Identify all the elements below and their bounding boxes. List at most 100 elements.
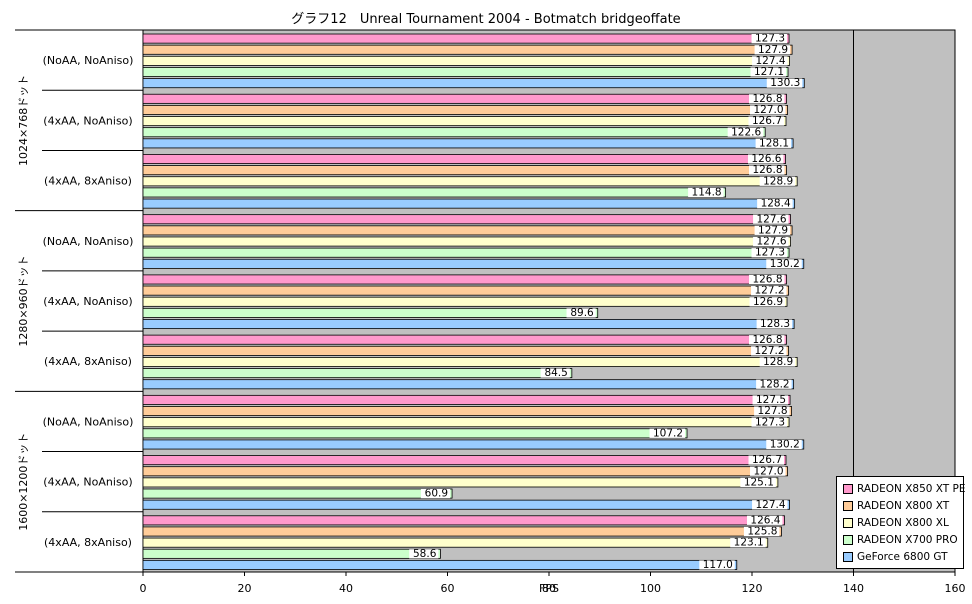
data-label: 126.8 — [752, 164, 782, 176]
legend: RADEON X850 XT PE RADEON X800 XT RADEON X8… — [836, 476, 966, 569]
data-label: 107.2 — [653, 427, 683, 439]
data-label-bg — [766, 259, 802, 269]
bar — [142, 285, 789, 296]
bar — [142, 368, 573, 379]
category-label: (4xAA, NoAniso) — [43, 114, 132, 127]
category-label: (4xAA, NoAniso) — [43, 295, 132, 308]
legend-item: RADEON X850 XT PE — [843, 480, 966, 497]
bar — [142, 488, 453, 499]
data-label: 128.9 — [763, 175, 793, 187]
data-label: 127.3 — [755, 416, 785, 428]
data-label-bg — [743, 526, 780, 537]
data-label-bg — [746, 515, 783, 525]
category-label: (4xAA, 8xAniso) — [44, 355, 132, 368]
data-label: 127.4 — [755, 499, 785, 511]
bar — [142, 477, 779, 488]
bar — [142, 307, 599, 318]
data-label: 127.0 — [753, 104, 783, 116]
legend-label: RADEON X700 PRO — [857, 533, 958, 546]
bar — [142, 356, 798, 367]
data-label: 130.3 — [770, 77, 800, 89]
x-tick-label: 100 — [640, 582, 661, 595]
x-tick-label: 120 — [742, 582, 763, 595]
bar — [142, 198, 796, 209]
legend-label: RADEON X800 XT — [857, 499, 950, 512]
category-label: (NoAA, NoAniso) — [43, 54, 134, 67]
data-label: 130.2 — [770, 439, 800, 451]
data-label: 127.3 — [755, 33, 785, 45]
bar — [142, 187, 727, 198]
bar — [142, 214, 791, 225]
data-label-bg — [749, 94, 785, 104]
data-label: 130.2 — [770, 258, 800, 270]
bar — [142, 319, 795, 330]
data-label-bg — [750, 466, 786, 476]
data-label: 128.2 — [760, 378, 790, 390]
category-label: (4xAA, 8xAniso) — [44, 175, 132, 188]
bar — [142, 78, 805, 89]
data-label: 58.6 — [413, 548, 437, 560]
data-label: 127.4 — [755, 55, 785, 67]
data-label-bg — [747, 154, 784, 164]
bar — [142, 274, 787, 285]
x-tick-label: 160 — [945, 582, 966, 595]
bar — [142, 455, 787, 466]
data-label-bg — [753, 236, 789, 247]
data-label-bg — [766, 439, 802, 450]
x-tick-label: 60 — [441, 582, 455, 595]
data-label-bg — [730, 538, 766, 548]
bar — [142, 559, 738, 570]
data-label-bg — [756, 319, 793, 329]
labels: 127.3126.8126.6127.6126.8126.8127.5126.7… — [17, 33, 966, 595]
bar — [142, 93, 787, 104]
bar — [142, 33, 790, 44]
bar — [142, 417, 790, 428]
x-tick-label: 20 — [238, 582, 252, 595]
x-tick-label: 0 — [140, 582, 147, 595]
data-label: 123.1 — [734, 537, 764, 549]
legend-swatch — [843, 517, 853, 528]
bars — [142, 33, 805, 570]
bar — [142, 138, 794, 149]
bar — [142, 55, 790, 66]
data-label: 127.1 — [754, 66, 784, 78]
data-label-bg — [566, 308, 596, 318]
bar — [142, 406, 792, 417]
legend-label: RADEON X800 XL — [857, 516, 949, 529]
bar — [142, 394, 791, 405]
data-label-bg — [751, 248, 788, 258]
bar — [142, 439, 805, 450]
data-label: 128.3 — [760, 318, 790, 330]
x-tick-label: 80 — [542, 582, 556, 595]
legend-item: RADEON X700 PRO — [843, 531, 959, 548]
bar — [142, 334, 787, 345]
data-label-bg — [727, 127, 764, 137]
chart-title: グラフ12 Unreal Tournament 2004 - Botmatch … — [291, 12, 681, 27]
data-label: 127.3 — [755, 247, 785, 259]
x-tick-label: 40 — [339, 582, 353, 595]
legend-swatch — [843, 551, 853, 562]
group-label: 1600×1200ドット — [17, 433, 30, 531]
bar — [142, 428, 688, 439]
data-label: 127.0 — [753, 465, 783, 477]
legend-item: RADEON X800 XT — [843, 497, 959, 514]
x-tick-label: 140 — [843, 582, 864, 595]
legend-label: GeForce 6800 GT — [857, 550, 948, 563]
data-label-bg — [751, 286, 787, 296]
data-label-bg — [540, 368, 570, 378]
data-label: 128.1 — [759, 137, 789, 149]
data-label-bg — [751, 346, 787, 356]
data-label: 127.6 — [757, 213, 787, 225]
data-label-bg — [749, 297, 786, 307]
bar — [142, 67, 789, 77]
bar — [142, 247, 790, 258]
data-label-bg — [752, 395, 789, 405]
bar — [142, 116, 787, 127]
bar — [142, 537, 769, 548]
data-label: 125.8 — [747, 526, 777, 538]
data-label: 127.8 — [758, 405, 788, 417]
data-label: 60.9 — [425, 488, 448, 500]
data-label: 127.2 — [754, 345, 784, 357]
data-label-bg — [754, 45, 791, 55]
bar — [142, 499, 790, 510]
